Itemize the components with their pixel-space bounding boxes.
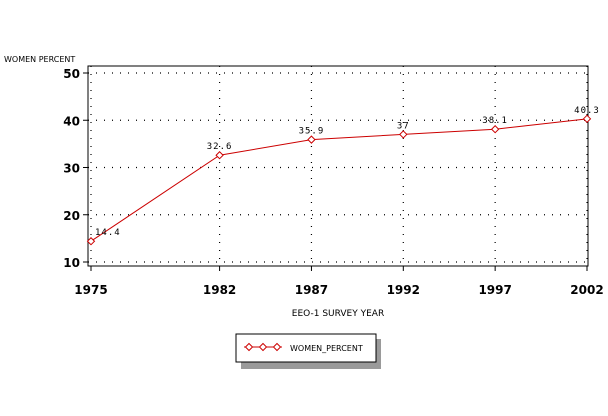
x-axis-ticks: 1975 1982 1987 1992 1997 2002 bbox=[74, 266, 604, 297]
legend-box bbox=[235, 333, 377, 363]
x-tick-label: 2002 bbox=[570, 283, 603, 297]
legend-marker bbox=[258, 342, 268, 352]
data-point-marker bbox=[490, 125, 500, 134]
data-point-marker bbox=[399, 130, 408, 139]
x-tick-label: 1992 bbox=[387, 283, 420, 297]
legend: WOMEN_PERCENT bbox=[235, 333, 381, 369]
plot-frame bbox=[87, 65, 589, 267]
x-tick-label: 1987 bbox=[295, 283, 328, 297]
legend-marker bbox=[244, 342, 254, 352]
grid-lines bbox=[88, 66, 588, 266]
x-axis-label: EEO-1 SURVEY YEAR bbox=[292, 309, 384, 319]
legend-symbol bbox=[244, 342, 282, 352]
y-tick-label: 30 bbox=[63, 162, 80, 176]
data-point-marker bbox=[86, 237, 96, 246]
y-axis-ticks: 10 20 30 40 50 bbox=[63, 67, 88, 270]
legend-marker bbox=[272, 342, 282, 352]
data-label: 32.6 bbox=[207, 142, 233, 152]
data-label: 37 bbox=[397, 121, 410, 131]
data-point-marker bbox=[307, 135, 316, 144]
x-tick-label: 1997 bbox=[478, 283, 511, 297]
y-tick-label: 40 bbox=[63, 114, 80, 128]
x-tick-label: 1982 bbox=[203, 283, 236, 297]
data-point-marker bbox=[582, 114, 592, 124]
y-tick-label: 10 bbox=[63, 256, 80, 270]
data-label: 38.1 bbox=[482, 116, 508, 126]
series-women-percent: 14.4 32.6 35.9 37 38.1 40.3 bbox=[86, 106, 600, 246]
data-point-marker bbox=[215, 151, 224, 160]
data-label: 40.3 bbox=[574, 106, 600, 116]
y-axis-label: WOMEN PERCENT bbox=[4, 55, 75, 64]
data-label: 14.4 bbox=[95, 228, 121, 238]
y-tick-label: 20 bbox=[63, 209, 80, 223]
legend-entry-women-percent: WOMEN_PERCENT bbox=[290, 344, 363, 353]
x-tick-label: 1975 bbox=[74, 283, 107, 297]
y-tick-label: 50 bbox=[63, 67, 80, 81]
series-line bbox=[90, 118, 588, 242]
data-label: 35.9 bbox=[299, 127, 325, 137]
